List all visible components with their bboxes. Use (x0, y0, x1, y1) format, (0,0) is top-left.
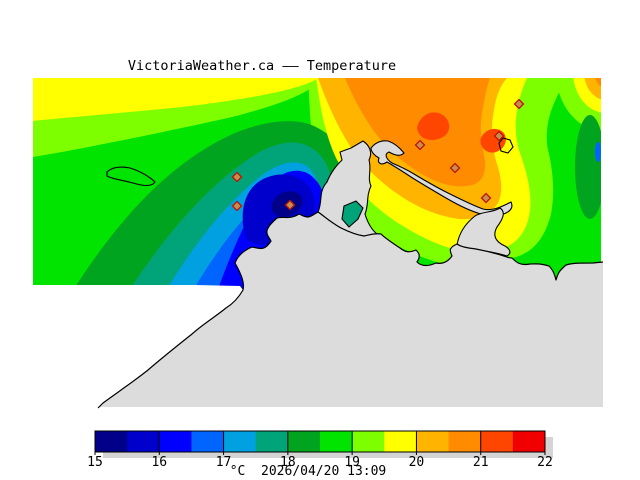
page-title: VictoriaWeather.ca —— Temperature (128, 58, 396, 74)
colorbar-tick-label: 17 (216, 455, 232, 470)
colorbar-cell-1 (127, 431, 160, 452)
colorbar-cell-12 (480, 431, 514, 452)
band-warm-orange (345, 78, 490, 187)
band-right-medgreen-column (575, 115, 601, 219)
station-marker-diamond (284, 199, 296, 211)
lake-outline-west (106, 166, 156, 187)
colorbar: 15 16 17 18 19 20 21 22 (87, 430, 553, 470)
colorbar-cell-7 (320, 431, 353, 452)
inner-waterways (317, 140, 513, 257)
saanich-inlet-water (370, 140, 513, 217)
colorbar-tick-label: 18 (280, 455, 296, 470)
colorbar-tick-label: 19 (344, 455, 360, 470)
station-marker-diamond (231, 200, 243, 212)
strait-water (98, 212, 603, 408)
lake-outline-elk (498, 137, 514, 154)
colorbar-cells (95, 431, 546, 452)
corner-ring-amber (584, 78, 601, 100)
station-marker-diamond (414, 139, 426, 151)
colorbar-cell-9 (384, 431, 417, 452)
colorbar-tick-label: 20 (409, 455, 425, 470)
colorbar-cell-3 (191, 431, 225, 452)
station-marker-diamond (480, 192, 492, 204)
band-warm-redorange-west (417, 112, 450, 140)
corner-ring-chartreuse (556, 78, 601, 132)
coastline (97, 211, 604, 409)
colorbar-tick-label: 22 (537, 455, 553, 470)
colorbar-cell-8 (352, 431, 385, 452)
colorbar-ticks: 15 16 17 18 19 20 21 22 (87, 431, 553, 470)
colorbar-cell-10 (416, 431, 450, 452)
corner-ring-yellow (573, 78, 601, 113)
legend-caption: °C 2026/04/20 13:09 (230, 464, 387, 479)
lake-outlines (106, 137, 514, 187)
colorbar-cell-6 (287, 431, 321, 452)
band-right-blue-sliver (595, 142, 601, 162)
colorbar-cell-4 (223, 431, 257, 452)
no-data-land (33, 285, 243, 408)
colorbar-tick-label: 16 (151, 455, 167, 470)
east-sooke-headland (341, 200, 364, 228)
colorbar-cell-5 (255, 431, 289, 452)
corner-ring-orange (594, 78, 601, 88)
station-marker-diamond (513, 98, 525, 110)
colorbar-tick-label: 15 (87, 455, 103, 470)
station-marker-diamond (493, 130, 505, 142)
colorbar-cell-0 (95, 431, 128, 452)
station-marker-diamond (449, 162, 461, 174)
colorbar-cell-11 (448, 431, 482, 452)
band-topleft-yellow (33, 78, 318, 121)
colorbar-cell-2 (159, 431, 192, 452)
station-markers (231, 98, 525, 212)
colorbar-cell-13 (512, 431, 546, 452)
station-marker-diamond (231, 171, 243, 183)
colorbar-tick-label: 21 (473, 455, 489, 470)
